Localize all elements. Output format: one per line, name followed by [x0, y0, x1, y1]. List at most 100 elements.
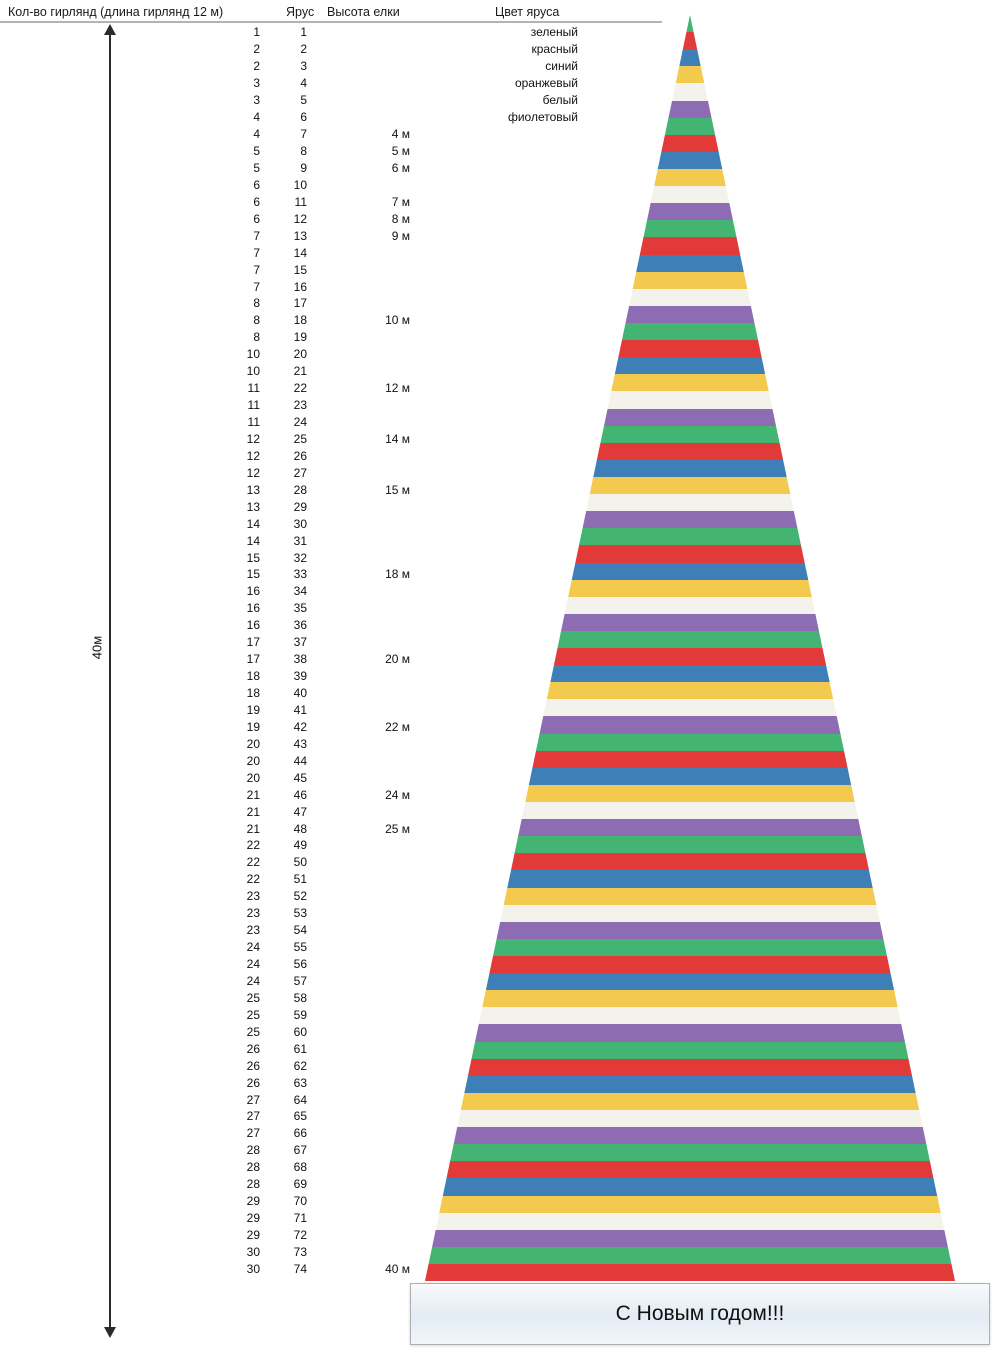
cell-tier: 74 — [293, 1261, 307, 1276]
column-header-height: Высота елки — [327, 5, 400, 19]
cell-tier: 47 — [293, 804, 307, 819]
tree-tier-stripe — [425, 699, 955, 717]
tree-tier-stripe — [425, 973, 955, 991]
tree-tier-stripe — [425, 1075, 955, 1093]
cell-tier: 31 — [293, 533, 307, 548]
cell-garlands: 12 — [246, 431, 260, 446]
cell-garlands: 26 — [246, 1041, 260, 1056]
cell-height: 10 м — [385, 313, 410, 328]
table-row: 8 19 — [0, 329, 580, 346]
table-row: 4 6 фиолетовый — [0, 109, 580, 126]
table-row: 29 71 — [0, 1210, 580, 1227]
cell-tier: 26 — [293, 448, 307, 463]
table-row: 10 20 — [0, 346, 580, 363]
table-row: 15 32 — [0, 549, 580, 566]
cell-tier: 6 — [300, 110, 307, 125]
cell-color: белый — [542, 93, 578, 108]
cell-tier: 23 — [293, 398, 307, 413]
cell-garlands: 8 — [253, 330, 260, 345]
cell-garlands: 22 — [246, 872, 260, 887]
cell-garlands: 11 — [247, 381, 260, 396]
cell-tier: 43 — [293, 736, 307, 751]
table-row: 20 43 — [0, 735, 580, 752]
cell-tier: 34 — [293, 584, 307, 599]
cell-garlands: 13 — [246, 499, 260, 514]
cell-garlands: 28 — [246, 1177, 260, 1192]
cell-garlands: 26 — [246, 1058, 260, 1073]
cell-tier: 21 — [293, 364, 307, 379]
cell-tier: 45 — [293, 770, 307, 785]
cell-garlands: 21 — [246, 821, 260, 836]
table-row: 11 22 12 м — [0, 380, 580, 397]
cell-garlands: 11 — [247, 415, 260, 430]
table-row: 27 64 — [0, 1091, 580, 1108]
cell-garlands: 17 — [246, 635, 260, 650]
column-header-tier: Ярус — [286, 5, 315, 19]
cell-garlands: 4 — [253, 110, 260, 125]
table-row: 21 46 24 м — [0, 786, 580, 803]
cell-tier: 70 — [293, 1194, 307, 1209]
cell-tier: 17 — [293, 296, 307, 311]
table-row: 20 44 — [0, 752, 580, 769]
cell-tier: 8 — [300, 144, 307, 159]
cell-garlands: 2 — [253, 59, 260, 74]
measure-line — [109, 27, 111, 1331]
tree-tier-stripe — [425, 990, 955, 1008]
cell-tier: 13 — [293, 228, 307, 243]
cell-garlands: 15 — [246, 550, 260, 565]
cell-garlands: 18 — [246, 686, 260, 701]
tree-tier-stripe — [425, 921, 955, 939]
table-row: 24 55 — [0, 939, 580, 956]
tree-tier-stripe — [425, 1144, 955, 1162]
table-row: 27 66 — [0, 1125, 580, 1142]
table-row: 21 47 — [0, 803, 580, 820]
cell-tier: 7 — [300, 127, 307, 142]
table-row: 3 4 оранжевый — [0, 75, 580, 92]
cell-garlands: 22 — [246, 855, 260, 870]
tree-tier-stripe — [425, 802, 955, 820]
cell-garlands: 4 — [253, 127, 260, 142]
table-row: 5 8 5 м — [0, 143, 580, 160]
cell-tier: 67 — [293, 1143, 307, 1158]
table-row: 26 62 — [0, 1057, 580, 1074]
tree-tier-stripe — [425, 733, 955, 751]
cell-garlands: 19 — [246, 719, 260, 734]
table-row: 28 68 — [0, 1159, 580, 1176]
cell-tier: 73 — [293, 1244, 307, 1259]
cell-tier: 58 — [293, 990, 307, 1005]
cell-garlands: 3 — [253, 76, 260, 91]
cell-tier: 4 — [300, 76, 307, 91]
table-row: 25 60 — [0, 1023, 580, 1040]
table-row: 21 48 25 м — [0, 820, 580, 837]
table-row: 12 27 — [0, 464, 580, 481]
cell-garlands: 30 — [246, 1261, 260, 1276]
cell-garlands: 25 — [246, 990, 260, 1005]
table-row: 23 54 — [0, 922, 580, 939]
table-row: 23 53 — [0, 905, 580, 922]
tree-tier-stripe — [425, 648, 955, 666]
cell-height: 25 м — [385, 821, 410, 836]
cell-garlands: 5 — [253, 144, 260, 159]
cell-tier: 1 — [300, 25, 307, 40]
table-row: 7 13 9 м — [0, 227, 580, 244]
cell-garlands: 29 — [246, 1228, 260, 1243]
tree-tier-stripe — [425, 1092, 955, 1110]
table-row: 26 61 — [0, 1040, 580, 1057]
cell-garlands: 15 — [246, 567, 260, 582]
cell-tier: 49 — [293, 838, 307, 853]
tree-tier-stripe — [425, 853, 955, 871]
cell-color: синий — [545, 59, 578, 74]
tier-table-rows: 1 1 зеленый 2 2 красный 2 3 синий 3 4 оранжевый 3 5 бе… — [0, 24, 580, 1277]
table-row: 3 5 белый — [0, 92, 580, 109]
cell-garlands: 23 — [246, 906, 260, 921]
table-row: 24 57 — [0, 973, 580, 990]
table-row: 23 52 — [0, 888, 580, 905]
tree-tier-stripe — [425, 870, 955, 888]
cell-tier: 35 — [293, 601, 307, 616]
cell-tier: 41 — [293, 702, 307, 717]
table-row: 14 31 — [0, 532, 580, 549]
cell-garlands: 6 — [253, 177, 260, 192]
table-row: 29 70 — [0, 1193, 580, 1210]
cell-height: 9 м — [391, 228, 410, 243]
table-row: 8 18 10 м — [0, 312, 580, 329]
